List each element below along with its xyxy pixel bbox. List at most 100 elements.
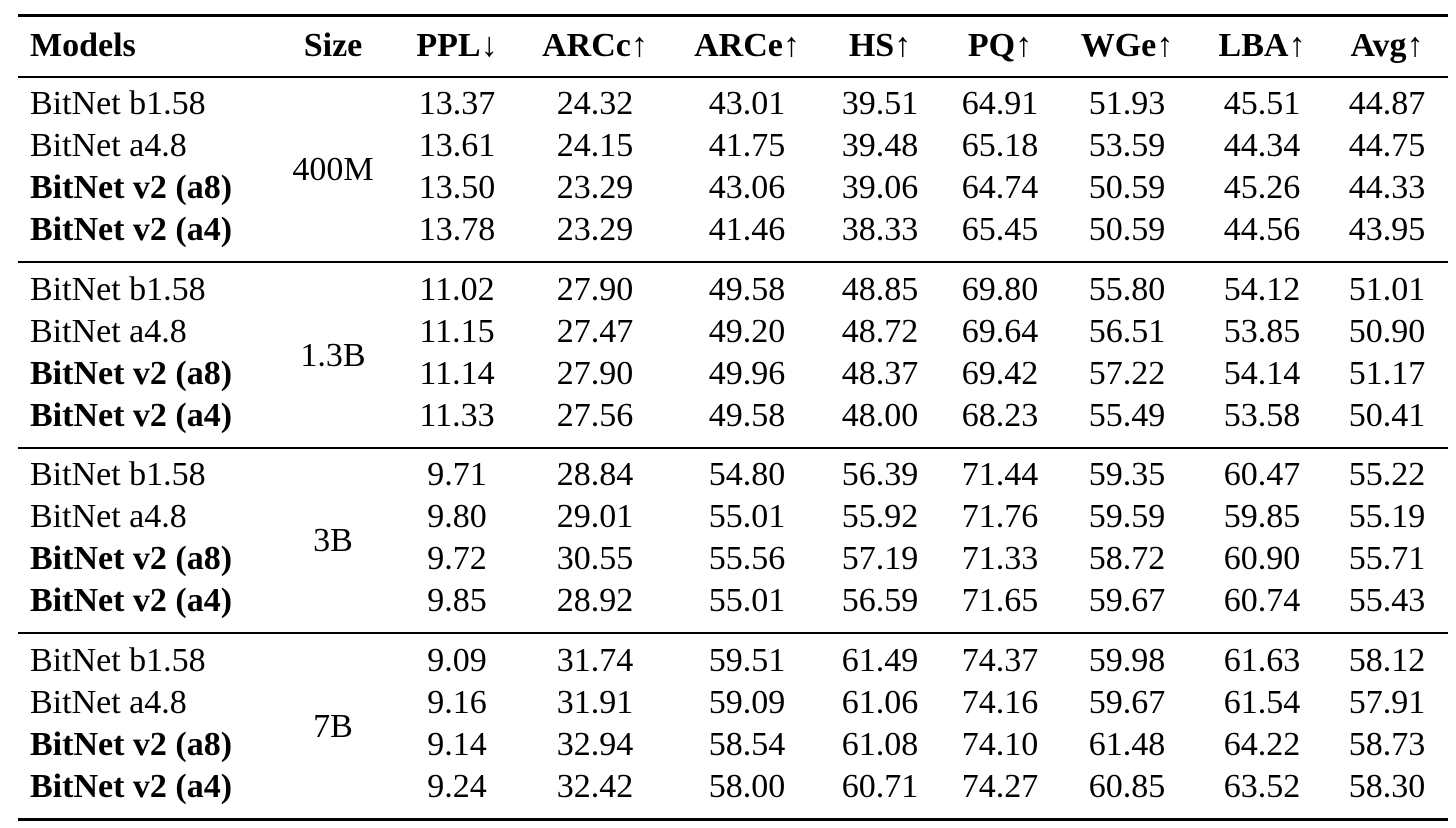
value-cell: 74.16 (961, 683, 1039, 721)
model-name: BitNet a4.8 (30, 498, 187, 535)
value-cell: 27.90 (556, 270, 634, 308)
size-cell: 400M (292, 151, 374, 188)
value-cell: 9.72 (427, 540, 487, 577)
value-cell: 13.78 (418, 211, 496, 248)
header-rule (18, 76, 1448, 78)
value-cell: 50.59 (1088, 211, 1166, 248)
value-cell: 59.35 (1088, 456, 1166, 493)
value-cell: 44.56 (1223, 211, 1301, 248)
value-cell: 69.42 (961, 354, 1039, 392)
value-cell: 11.02 (419, 270, 495, 308)
value-cell: 60.85 (1088, 767, 1166, 805)
value-cell: 59.51 (708, 641, 786, 679)
value-cell: 43.95 (1348, 211, 1426, 248)
value-cell: 11.14 (419, 354, 495, 392)
value-cell: 11.15 (419, 312, 495, 350)
value-cell: 60.74 (1223, 582, 1301, 619)
value-cell: 51.01 (1348, 270, 1426, 308)
value-cell: 53.59 (1088, 127, 1166, 164)
value-cell: 45.51 (1223, 85, 1301, 122)
value-cell: 39.06 (841, 169, 919, 206)
value-cell: 54.12 (1223, 270, 1301, 308)
value-cell: 59.85 (1223, 498, 1301, 535)
value-cell: 9.14 (427, 725, 487, 763)
value-cell: 60.71 (841, 767, 919, 805)
value-cell: 9.71 (427, 456, 487, 493)
value-cell: 48.72 (841, 312, 919, 350)
header-cell: ARCe↑ (694, 27, 800, 64)
value-cell: 55.22 (1348, 456, 1426, 493)
value-cell: 58.73 (1348, 725, 1426, 763)
value-cell: 44.75 (1348, 127, 1426, 164)
value-cell: 58.30 (1348, 767, 1426, 805)
value-cell: 51.93 (1088, 85, 1166, 122)
value-cell: 55.80 (1088, 270, 1166, 308)
model-name: BitNet v2 (a4) (30, 767, 233, 805)
model-name: BitNet v2 (a4) (30, 582, 233, 619)
value-cell: 60.90 (1223, 540, 1301, 577)
header-cell: WGe↑ (1080, 27, 1174, 64)
header-cell: PPL↓ (416, 27, 498, 64)
model-name: BitNet b1.58 (30, 456, 206, 493)
model-name: BitNet v2 (a4) (30, 396, 233, 434)
group-rule (18, 261, 1448, 263)
value-cell: 60.47 (1223, 456, 1301, 493)
value-cell: 45.26 (1223, 169, 1301, 206)
header-cell: HS↑ (848, 27, 912, 64)
model-name: BitNet b1.58 (30, 270, 206, 308)
header-cell: Models (30, 27, 136, 64)
value-cell: 9.80 (427, 498, 487, 535)
value-cell: 28.92 (556, 582, 634, 619)
value-cell: 59.67 (1088, 582, 1166, 619)
value-cell: 65.45 (961, 211, 1039, 248)
value-cell: 28.84 (556, 456, 634, 493)
value-cell: 55.01 (708, 582, 786, 619)
model-name: BitNet b1.58 (30, 85, 206, 122)
value-cell: 23.29 (556, 169, 634, 206)
model-name: BitNet v2 (a8) (30, 354, 233, 392)
value-cell: 55.71 (1348, 540, 1426, 577)
group-rule (18, 632, 1448, 634)
value-cell: 48.85 (841, 270, 919, 308)
size-cell: 1.3B (300, 336, 366, 374)
value-cell: 27.47 (556, 312, 634, 350)
value-cell: 43.06 (708, 169, 786, 206)
model-name: BitNet a4.8 (30, 127, 187, 164)
value-cell: 58.12 (1348, 641, 1426, 679)
value-cell: 50.59 (1088, 169, 1166, 206)
header-cell: ARCc↑ (542, 27, 648, 64)
value-cell: 59.98 (1088, 641, 1166, 679)
value-cell: 13.50 (418, 169, 496, 206)
top-rule (18, 14, 1448, 17)
value-cell: 58.54 (708, 725, 786, 763)
value-cell: 48.00 (841, 396, 919, 434)
value-cell: 53.58 (1223, 396, 1301, 434)
value-cell: 39.51 (841, 85, 919, 122)
model-name: BitNet a4.8 (30, 312, 187, 350)
value-cell: 74.37 (961, 641, 1039, 679)
value-cell: 65.18 (961, 127, 1039, 164)
value-cell: 69.64 (961, 312, 1039, 350)
value-cell: 13.61 (418, 127, 496, 164)
value-cell: 56.39 (841, 456, 919, 493)
value-cell: 69.80 (961, 270, 1039, 308)
value-cell: 27.56 (556, 396, 634, 434)
value-cell: 57.22 (1088, 354, 1166, 392)
value-cell: 55.19 (1348, 498, 1426, 535)
value-cell: 50.90 (1348, 312, 1426, 350)
value-cell: 68.23 (961, 396, 1039, 434)
value-cell: 71.33 (961, 540, 1039, 577)
value-cell: 30.55 (556, 540, 634, 577)
value-cell: 55.49 (1088, 396, 1166, 434)
value-cell: 9.16 (427, 683, 487, 721)
value-cell: 49.58 (708, 270, 786, 308)
value-cell: 31.91 (556, 683, 634, 721)
size-cell: 7B (313, 707, 353, 745)
value-cell: 63.52 (1223, 767, 1301, 805)
value-cell: 41.46 (708, 211, 786, 248)
value-cell: 38.33 (841, 211, 919, 248)
value-cell: 59.09 (708, 683, 786, 721)
value-cell: 13.37 (418, 85, 496, 122)
value-cell: 59.59 (1088, 498, 1166, 535)
